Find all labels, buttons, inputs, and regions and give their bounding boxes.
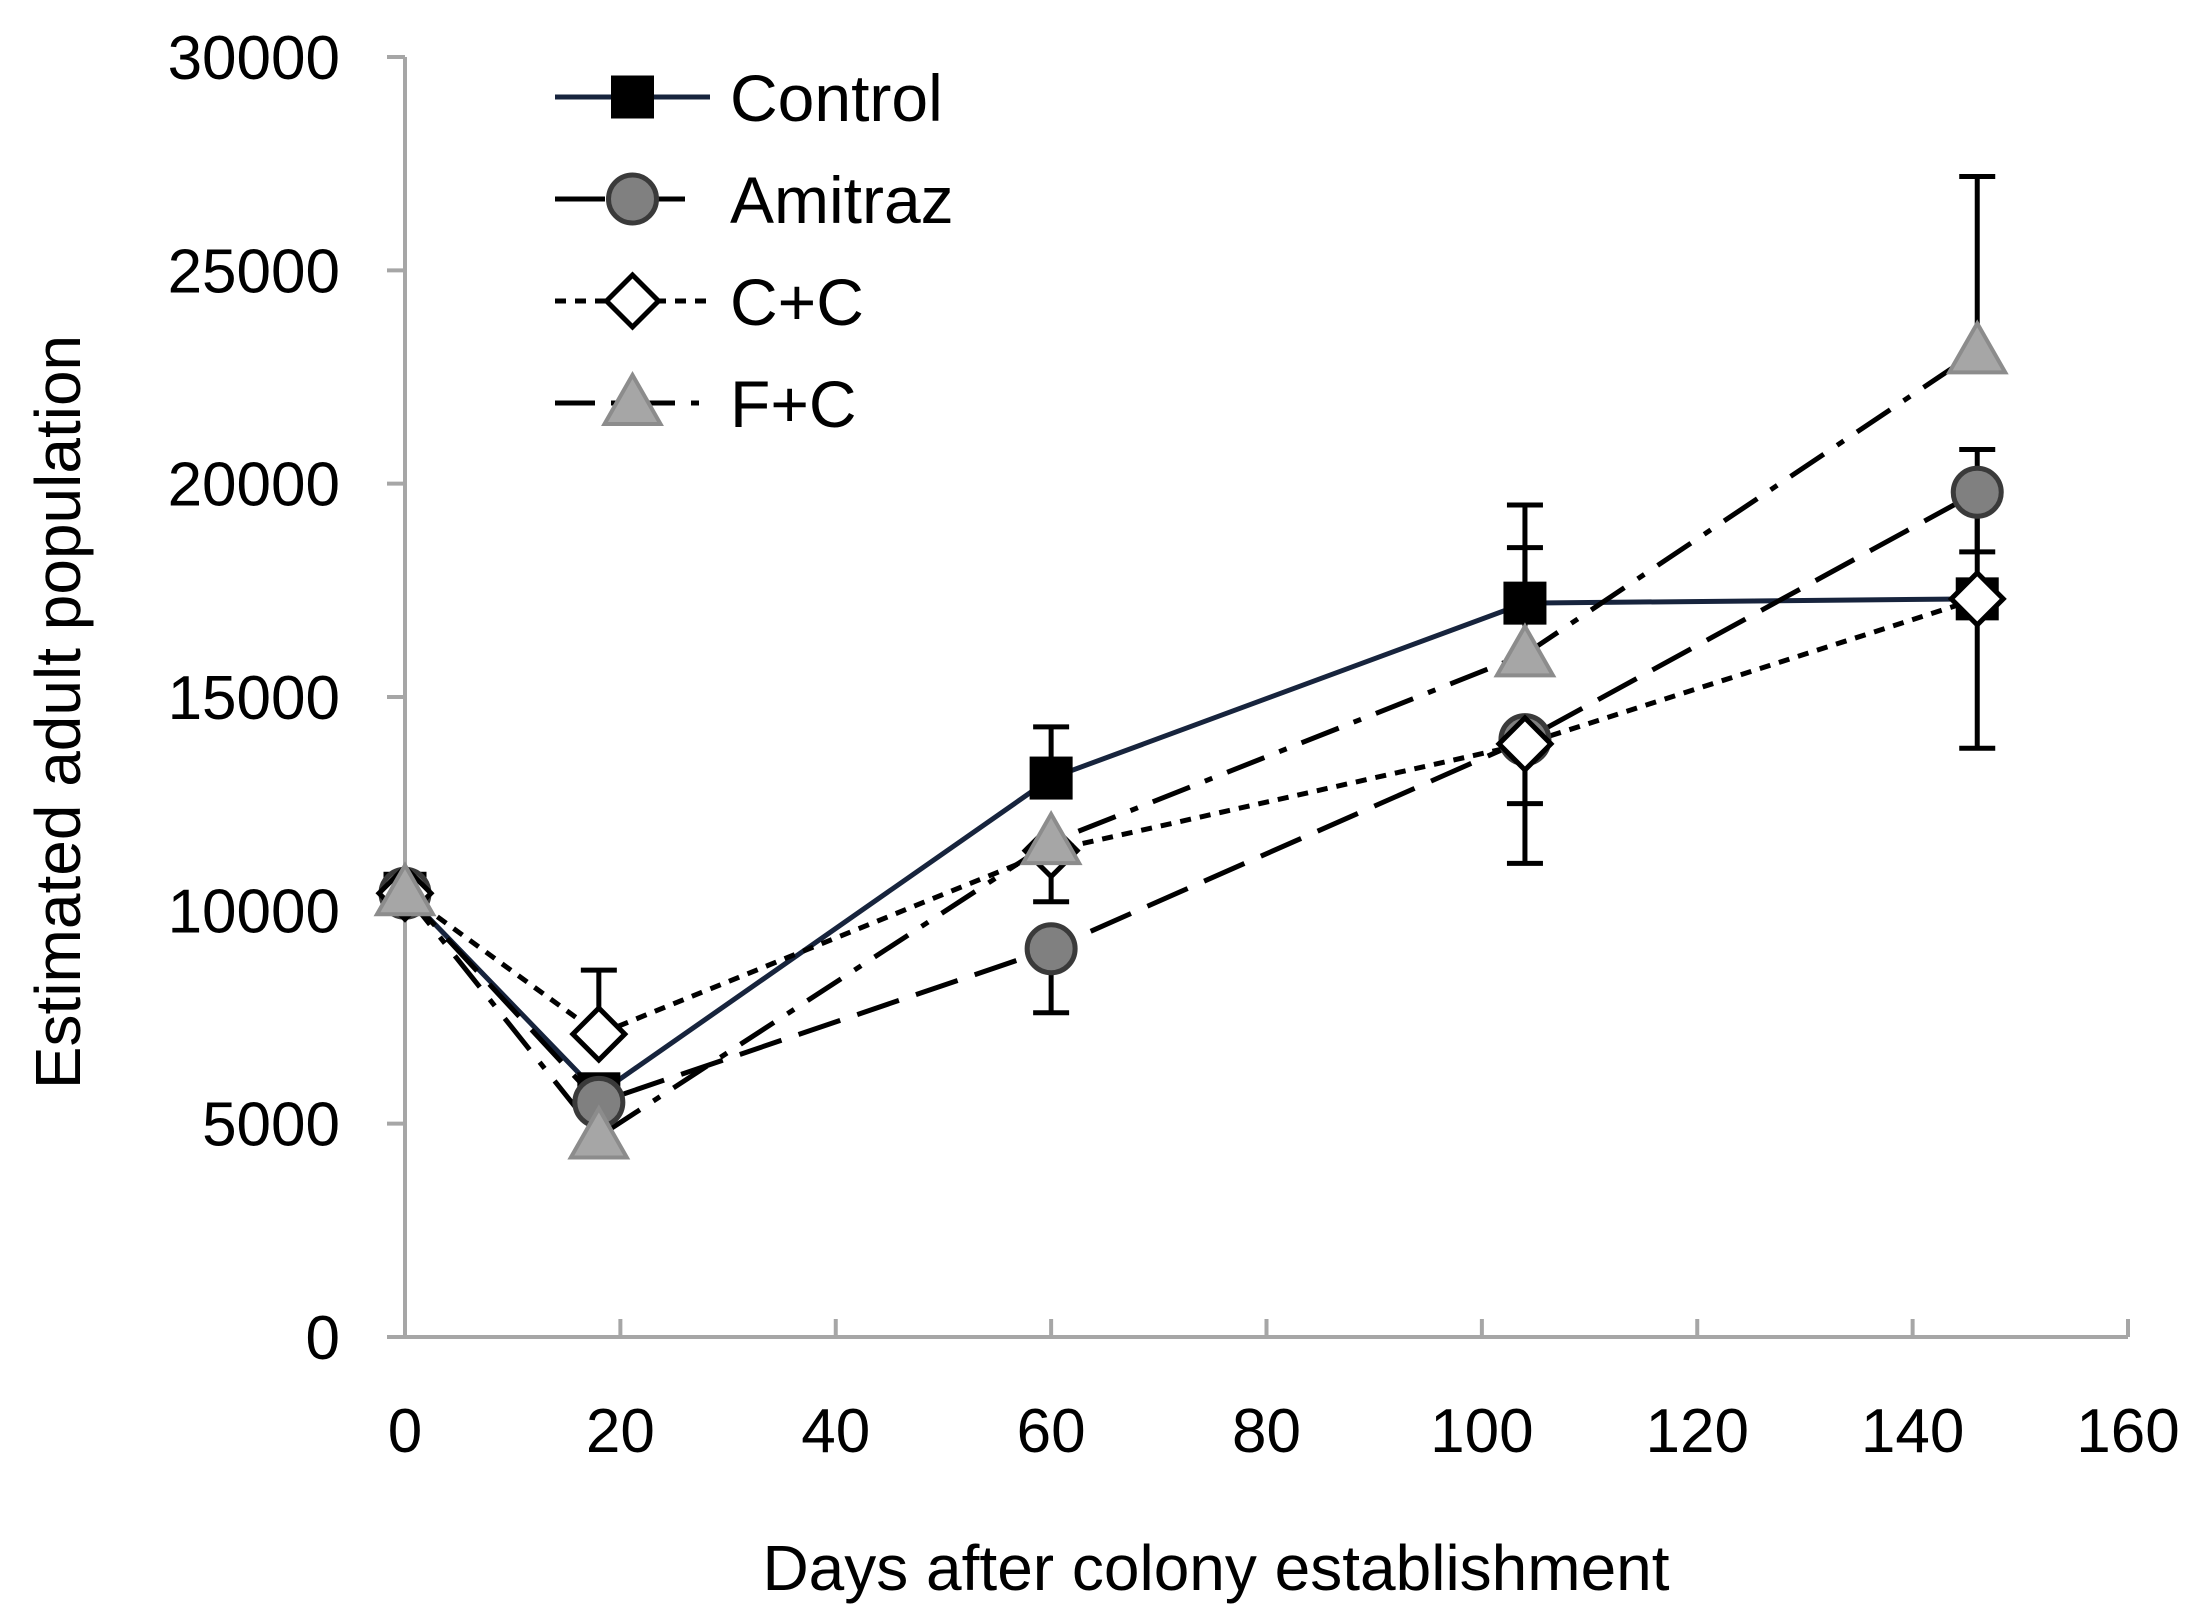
y-tick-label: 30000	[168, 24, 340, 93]
y-axis-title: Estimated adult population	[22, 335, 94, 1089]
marker-fc	[1493, 622, 1557, 678]
marker-fc	[373, 861, 437, 917]
series-line-cc	[403, 596, 1979, 1037]
y-tick-label: 5000	[202, 1091, 340, 1160]
legend-label-fc: F+C	[730, 367, 857, 441]
series-lines	[403, 349, 1979, 1139]
marker-cc	[1495, 714, 1555, 774]
marker-fc	[567, 1104, 631, 1160]
series-line-fc	[403, 349, 1979, 1139]
y-tick-label: 15000	[168, 664, 340, 733]
marker-fc	[1945, 319, 2009, 375]
legend-label-amitraz: Amitraz	[730, 163, 954, 237]
x-tick-label: 0	[388, 1397, 422, 1466]
y-tick-label: 0	[306, 1304, 340, 1373]
legend-marker-control	[611, 75, 654, 119]
x-tick-label: 60	[1017, 1397, 1086, 1466]
legend-label-cc: C+C	[730, 265, 864, 339]
legend-label-control: Control	[730, 61, 943, 135]
marker-amitraz	[1024, 922, 1078, 976]
x-tick-label: 40	[801, 1397, 870, 1466]
legend-marker-fc	[601, 370, 664, 426]
y-tick-label: 20000	[168, 451, 340, 520]
x-tick-label: 80	[1232, 1397, 1301, 1466]
x-tick-label: 140	[1861, 1397, 1964, 1466]
x-tick-label: 120	[1646, 1397, 1749, 1466]
x-ticks: 0 20 40 60 80 100 120 140 160	[388, 1319, 2180, 1466]
x-tick-label: 20	[586, 1397, 655, 1466]
marker-cc	[1947, 569, 2007, 629]
x-axis-title: Days after colony establishment	[762, 1532, 1669, 1604]
y-tick-label: 10000	[168, 877, 340, 946]
marker-control	[1029, 756, 1073, 800]
x-tick-label: 100	[1430, 1397, 1533, 1466]
marker-cc	[569, 1004, 629, 1064]
marker-control	[1503, 581, 1547, 625]
series-line-amitraz	[403, 490, 1979, 1105]
marker-amitraz	[1950, 465, 2004, 519]
legend: Control Amitraz C+C F+C	[555, 61, 954, 441]
legend-marker-amitraz	[606, 172, 659, 226]
x-tick-label: 160	[2076, 1397, 2179, 1466]
markers	[373, 319, 2009, 1160]
marker-fc	[1019, 810, 1083, 866]
y-ticks: 0 5000 10000 15000 20000 25000 30000	[168, 24, 405, 1373]
legend-marker-cc	[602, 271, 663, 331]
y-tick-label: 25000	[168, 237, 340, 306]
